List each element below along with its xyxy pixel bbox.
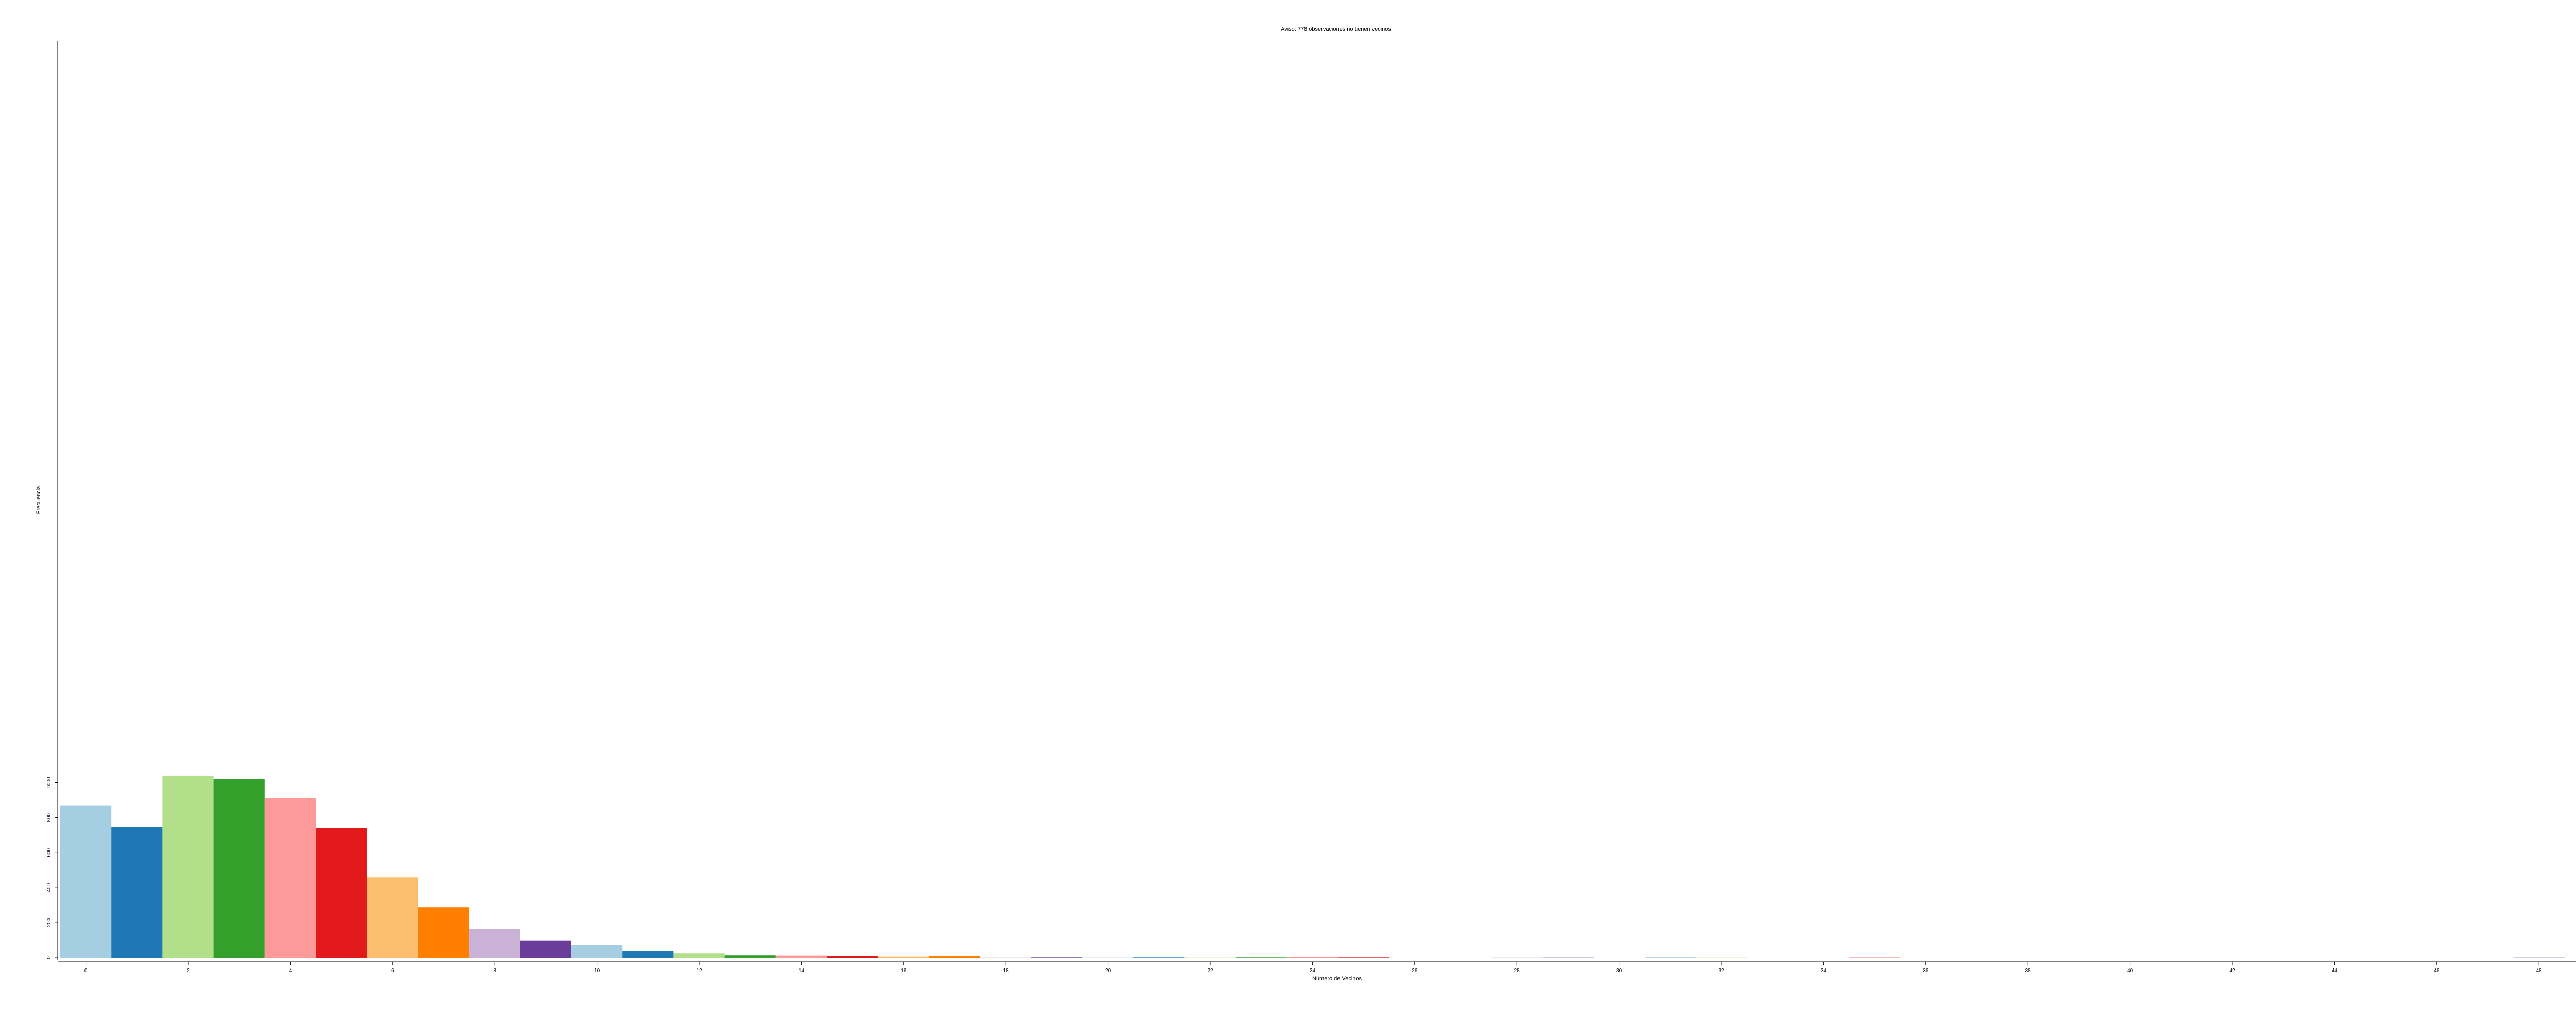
x-tick-label-18: 18	[1003, 968, 1009, 974]
x-tick-label-26: 26	[1412, 968, 1418, 974]
bar-8	[469, 929, 520, 958]
bar-4	[265, 798, 316, 958]
x-tick-label-46: 46	[2434, 968, 2440, 974]
x-tick-label-34: 34	[1821, 968, 1827, 974]
y-tick-label-600: 600	[46, 848, 52, 857]
x-tick-label-38: 38	[2025, 968, 2031, 974]
x-tick-label-6: 6	[391, 968, 394, 974]
y-tick-label-0: 0	[46, 956, 52, 959]
x-tick-label-40: 40	[2127, 968, 2133, 974]
x-tick-label-36: 36	[1923, 968, 1929, 974]
x-tick-label-24: 24	[1310, 968, 1316, 974]
x-tick-label-8: 8	[493, 968, 496, 974]
bar-21	[1133, 957, 1184, 958]
bar-0	[60, 806, 111, 958]
bar-24	[1287, 957, 1338, 958]
x-tick-label-16: 16	[901, 968, 907, 974]
bar-19	[1031, 957, 1082, 958]
chart-title: Aviso: 778 observaciones no tienen vecin…	[1281, 26, 1391, 32]
x-tick-label-42: 42	[2229, 968, 2235, 974]
bar-15	[827, 956, 878, 958]
x-tick-label-32: 32	[1718, 968, 1724, 974]
bar-16	[878, 957, 929, 958]
x-tick-label-0: 0	[84, 968, 88, 974]
bar-9	[520, 941, 571, 958]
bar-23	[1236, 957, 1287, 958]
x-tick-label-22: 22	[1207, 968, 1213, 974]
x-tick-label-20: 20	[1105, 968, 1111, 974]
bar-1	[111, 827, 162, 958]
x-tick-label-14: 14	[799, 968, 805, 974]
y-tick-label-200: 200	[46, 918, 52, 927]
y-tick-label-1000: 1000	[46, 777, 52, 789]
y-axis-label: Frecuencia	[36, 486, 42, 514]
bar-group	[60, 776, 2565, 958]
bar-10	[571, 945, 622, 958]
bar-11	[622, 951, 673, 958]
bar-6	[367, 877, 418, 958]
x-tick-label-44: 44	[2332, 968, 2338, 974]
x-tick-label-2: 2	[187, 968, 190, 974]
bar-5	[316, 828, 367, 958]
x-axis-label: Número de Vecinos	[1312, 976, 1362, 982]
bar-25	[1338, 957, 1389, 958]
x-tick-label-48: 48	[2536, 968, 2543, 974]
bar-3	[214, 779, 265, 958]
bar-12	[673, 953, 724, 958]
bar-14	[776, 956, 827, 958]
x-tick-label-4: 4	[289, 968, 292, 974]
x-tick-label-28: 28	[1514, 968, 1520, 974]
bar-7	[418, 907, 469, 958]
y-tick-label-400: 400	[46, 883, 52, 892]
x-tick-label-10: 10	[594, 968, 600, 974]
x-tick-label-12: 12	[696, 968, 702, 974]
bar-17	[929, 956, 980, 958]
bar-48	[2514, 957, 2565, 958]
x-tick-label-30: 30	[1616, 968, 1622, 974]
bar-2	[162, 776, 213, 958]
bar-13	[725, 955, 776, 958]
y-tick-label-800: 800	[46, 813, 52, 822]
